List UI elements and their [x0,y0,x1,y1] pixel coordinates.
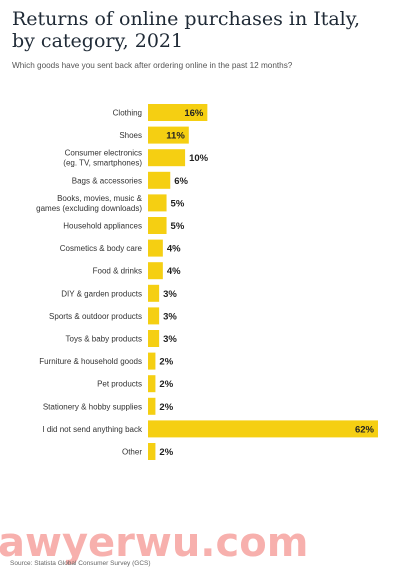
bar-15 [148,443,156,460]
value-label-10: 3% [163,334,177,345]
category-label-10: Toys & baby products [66,335,142,344]
value-label-15: 2% [159,447,173,458]
bar-11 [148,352,156,370]
category-label-1: Shoes [119,131,142,140]
chart-title: Returns of online purchases in Italy, by… [12,8,392,52]
category-label-5: Household appliances [63,222,142,231]
bar-5 [148,217,167,234]
bar-6 [148,239,163,257]
value-label-7: 4% [167,266,181,277]
category-label-2-line-1: (eg. TV, smartphones) [63,159,142,168]
value-label-0: 16% [184,108,204,119]
value-label-14: 62% [355,424,375,435]
watermark-text: awyerwu.com [0,520,309,566]
value-label-11: 2% [159,357,173,368]
category-label-0: Clothing [113,109,142,118]
source-note: Source: Statista Global Consumer Survey … [10,560,151,567]
bar-14 [148,420,378,438]
value-label-1: 11% [166,131,185,142]
chart-title-line-1: Returns of online purchases in Italy, [12,8,361,30]
value-label-9: 3% [163,311,177,322]
bar-1 [148,126,189,144]
bar-3 [148,171,171,189]
category-label-12: Pet products [97,380,142,389]
value-label-4: 5% [171,198,185,209]
category-label-6: Cosmetics & body care [60,244,143,253]
value-label-13: 2% [159,402,173,413]
bar-10 [148,330,160,347]
bar-12 [148,375,156,393]
bar-9 [148,307,160,325]
bar-13 [148,397,156,415]
value-label-2: 10% [189,153,209,164]
category-label-13: Stationery & hobby supplies [43,402,142,411]
category-label-15: Other [122,448,142,457]
chart-subtitle: Which goods have you sent back after ord… [12,61,293,70]
category-label-8: DIY & garden products [61,289,142,298]
bar-7 [148,262,163,280]
bar-2 [148,149,186,167]
value-label-12: 2% [159,379,173,390]
category-label-2-line-0: Consumer electronics [65,149,142,158]
bar-0 [148,104,208,121]
value-label-5: 5% [171,221,185,232]
category-label-3: Bags & accessories [72,176,142,185]
category-label-9: Sports & outdoor products [49,312,142,321]
value-label-3: 6% [174,176,188,187]
category-label-14: I did not send anything back [42,425,143,434]
bar-4 [148,194,167,212]
category-label-4-line-1: games (excluding downloads) [36,204,142,213]
value-label-8: 3% [163,289,177,300]
chart-title-line-2: by category, 2021 [12,30,184,52]
category-label-7: Food & drinks [93,267,142,276]
bar-8 [148,284,160,302]
value-label-6: 4% [167,244,181,255]
category-label-4-line-0: Books, movies, music & [57,194,143,203]
category-label-11: Furniture & household goods [39,357,142,366]
